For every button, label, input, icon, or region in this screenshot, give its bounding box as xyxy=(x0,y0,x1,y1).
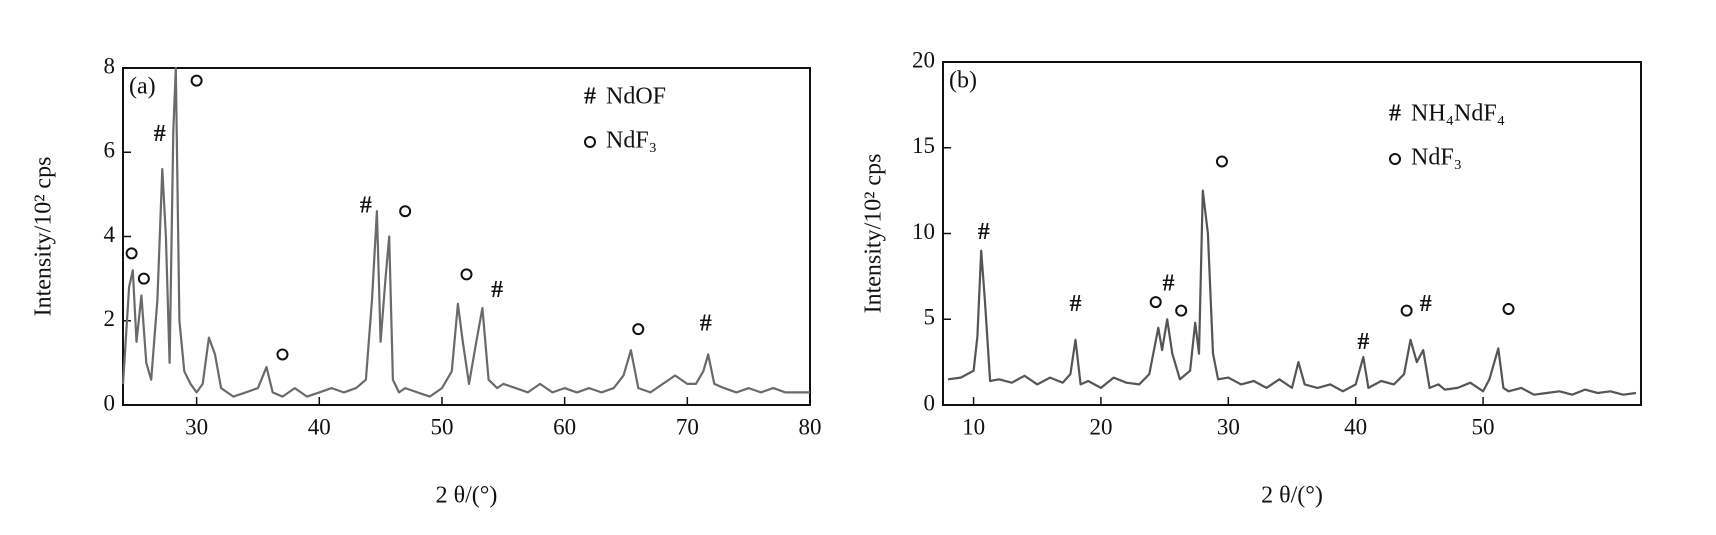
legend-symbol xyxy=(584,136,596,148)
y-axis-label: Intensity/10² cps xyxy=(861,154,887,314)
peak-marker xyxy=(399,205,412,218)
y-tick-label: 2 xyxy=(104,306,116,331)
y-tick-label: 20 xyxy=(912,47,935,72)
y-tick-label: 0 xyxy=(924,390,936,415)
peak-marker xyxy=(276,348,289,361)
y-tick-label: 10 xyxy=(912,219,935,244)
peak-marker xyxy=(190,74,203,87)
x-tick-label: 10 xyxy=(962,414,985,439)
legend-symbol: # xyxy=(1389,101,1401,127)
peak-marker xyxy=(125,247,138,260)
peak-marker xyxy=(460,268,473,281)
legend-label: NH₄NdF₄ xyxy=(1411,101,1505,127)
x-tick-label: 50 xyxy=(1472,414,1495,439)
peak-marker xyxy=(1175,304,1188,317)
peak-marker xyxy=(137,272,150,285)
legend-symbol: # xyxy=(584,84,596,110)
legend-label: NdF₃ xyxy=(1411,145,1462,171)
peak-marker xyxy=(1502,302,1515,315)
x-tick-label: 40 xyxy=(1344,414,1367,439)
peak-marker xyxy=(632,323,645,336)
y-tick-label: 4 xyxy=(104,222,116,247)
peak-marker xyxy=(1149,296,1162,309)
peak-marker: # xyxy=(978,219,990,245)
x-tick-label: 20 xyxy=(1089,414,1112,439)
x-tick-label: 30 xyxy=(185,414,208,439)
peak-marker: # xyxy=(491,277,503,303)
x-tick-label: 60 xyxy=(553,414,576,439)
x-tick-label: 50 xyxy=(430,414,453,439)
peak-marker: # xyxy=(154,121,166,147)
y-tick-label: 15 xyxy=(912,133,935,158)
legend-label: NdOF xyxy=(606,84,666,110)
x-axis-label: 2 θ/(°) xyxy=(436,483,498,509)
x-tick-label: 70 xyxy=(676,414,699,439)
legend-symbol xyxy=(1389,153,1401,165)
peak-marker xyxy=(1400,304,1413,317)
legend-label: NdF₃ xyxy=(606,128,657,154)
peak-marker: # xyxy=(360,193,372,219)
y-axis-label: Intensity/10² cps xyxy=(31,157,57,317)
x-tick-label: 80 xyxy=(799,414,822,439)
plot-frame xyxy=(942,61,1642,406)
y-tick-label: 8 xyxy=(104,53,116,78)
peak-marker: # xyxy=(700,310,712,336)
peak-marker: # xyxy=(1069,291,1081,317)
xrd-pattern xyxy=(121,66,810,398)
y-tick-label: 6 xyxy=(104,138,116,163)
xrd-pattern xyxy=(947,189,1637,396)
x-axis-label: 2 θ/(°) xyxy=(1261,483,1323,509)
panel: 10 20 30 40 50 0 5 10 15 20 2 θ/(°) Intensity/10² c… xyxy=(861,47,1642,509)
peak-marker: # xyxy=(1162,270,1174,296)
peak-marker: # xyxy=(1357,329,1369,355)
peak-marker xyxy=(1215,155,1228,168)
x-tick-label: 30 xyxy=(1217,414,1240,439)
peak-marker: # xyxy=(1420,291,1432,317)
panel-label: (b) xyxy=(949,68,977,94)
panel: 30 40 50 60 70 80 0 2 4 6 8 2 θ/(°) Intensity/10² cp… xyxy=(31,53,822,508)
panel-label: (a) xyxy=(129,74,156,100)
plot-frame xyxy=(122,67,811,406)
y-tick-label: 0 xyxy=(104,390,116,415)
x-tick-label: 40 xyxy=(308,414,331,439)
y-tick-label: 5 xyxy=(924,305,936,330)
